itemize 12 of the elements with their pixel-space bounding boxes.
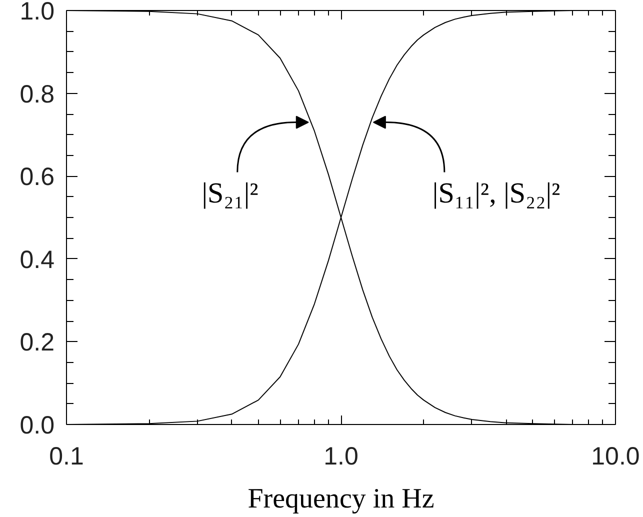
y-tick-label: 0.8 (20, 80, 55, 108)
x-tick-label: 0.1 (49, 442, 84, 470)
y-tick-label: 0.2 (20, 328, 55, 357)
annotation: |S₁₁|², |S₂₂|² (432, 177, 561, 210)
y-tick-label: 0.0 (20, 412, 55, 440)
y-tick-label: 0.4 (20, 246, 55, 274)
y-tick-label: 0.6 (20, 163, 55, 192)
annotation: |S₂₁|² (202, 177, 259, 210)
x-axis-title: Frequency in Hz (248, 484, 434, 514)
x-tick-label: 1.0 (324, 442, 358, 470)
y-tick-label: 1.0 (20, 0, 55, 26)
x-tick-label: 10.0 (591, 442, 640, 470)
